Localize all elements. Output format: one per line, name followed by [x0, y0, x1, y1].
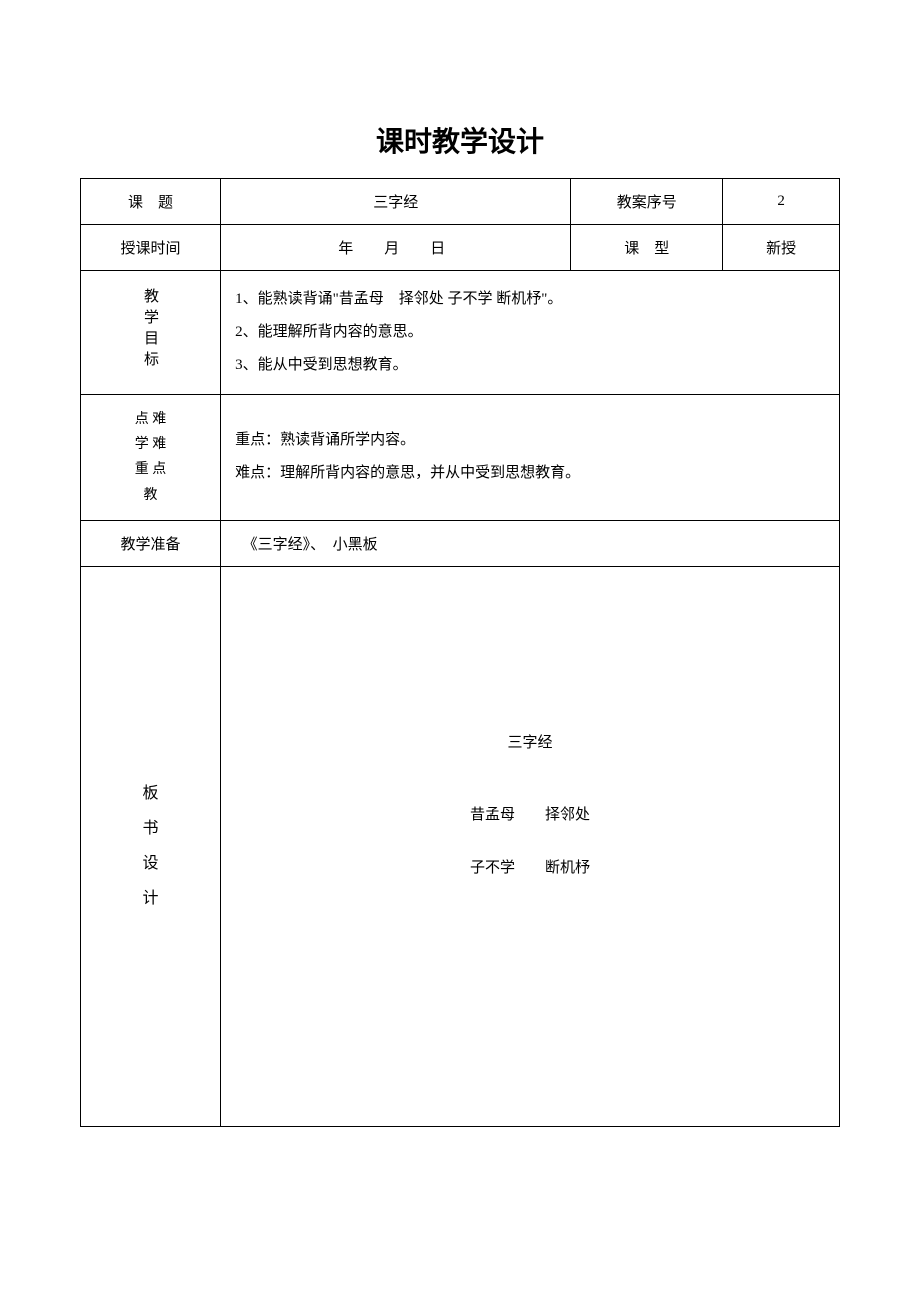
kd-label-4: 教: [95, 483, 206, 508]
board-label-cell: 板 书 设 计: [81, 566, 221, 1126]
class-type-label: 课 型: [571, 225, 723, 271]
plan-number-label: 教案序号: [571, 179, 723, 225]
time-label: 授课时间: [81, 225, 221, 271]
class-type-value: 新授: [723, 225, 840, 271]
objectives-label: 教学目标: [140, 288, 161, 372]
objective-1: 1、能熟读背诵"昔孟母 择邻处 子不学 断机杼"。: [235, 283, 825, 316]
board-label-1: 板: [143, 776, 159, 811]
board-content: 三字经 昔孟母 择邻处 子不学 断机杼: [235, 717, 825, 895]
preparation-label: 教学准备: [81, 520, 221, 566]
objectives-content: 1、能熟读背诵"昔孟母 择邻处 子不学 断机杼"。 2、能理解所背内容的意思。 …: [221, 271, 840, 395]
topic-label: 课 题: [81, 179, 221, 225]
row-objectives: 教学目标 1、能熟读背诵"昔孟母 择邻处 子不学 断机杼"。 2、能理解所背内容…: [81, 271, 840, 395]
row-key-difficulty: 点 难 学 难 重 点 教 重点：熟读背诵所学内容。 难点：理解所背内容的意思，…: [81, 395, 840, 521]
preparation-value: 《三字经》、 小黑板: [221, 520, 840, 566]
board-label-4: 计: [143, 881, 159, 916]
board-label-3: 设: [143, 846, 159, 881]
row-time: 授课时间 年 月 日 课 型 新授: [81, 225, 840, 271]
board-content-cell: 三字经 昔孟母 择邻处 子不学 断机杼: [221, 566, 840, 1126]
preparation-text: 《三字经》、 小黑板: [250, 537, 378, 553]
kd-label-1: 点 难: [95, 407, 206, 432]
plan-number-value: 2: [723, 179, 840, 225]
time-value: 年 月 日: [221, 225, 571, 271]
key-difficulty-content: 重点：熟读背诵所学内容。 难点：理解所背内容的意思，并从中受到思想教育。: [221, 395, 840, 521]
row-board-design: 板 书 设 计 三字经 昔孟母 择邻处 子不学 断机杼: [81, 566, 840, 1126]
row-preparation: 教学准备 《三字经》、 小黑板: [81, 520, 840, 566]
lesson-plan-table: 课 题 三字经 教案序号 2 授课时间 年 月 日 课 型 新授 教学目标 1、…: [80, 178, 840, 1127]
kd-label-2: 学 难: [95, 432, 206, 457]
objective-2: 2、能理解所背内容的意思。: [235, 316, 825, 349]
row-topic: 课 题 三字经 教案序号 2: [81, 179, 840, 225]
key-point: 重点：熟读背诵所学内容。: [235, 424, 825, 457]
key-difficulty-label: 点 难 学 难 重 点 教: [81, 395, 221, 521]
board-line-2: 子不学 断机杼: [235, 842, 825, 895]
objective-3: 3、能从中受到思想教育。: [235, 349, 825, 382]
difficulty-point: 难点：理解所背内容的意思，并从中受到思想教育。: [235, 457, 825, 490]
board-line-1: 昔孟母 择邻处: [235, 789, 825, 842]
board-label-2: 书: [143, 811, 159, 846]
page-title: 课时教学设计: [80, 120, 840, 160]
board-label: 板 书 设 计: [143, 776, 159, 917]
board-title: 三字经: [235, 717, 825, 770]
topic-value: 三字经: [221, 179, 571, 225]
kd-label-3: 重 点: [95, 457, 206, 482]
objectives-label-cell: 教学目标: [81, 271, 221, 395]
